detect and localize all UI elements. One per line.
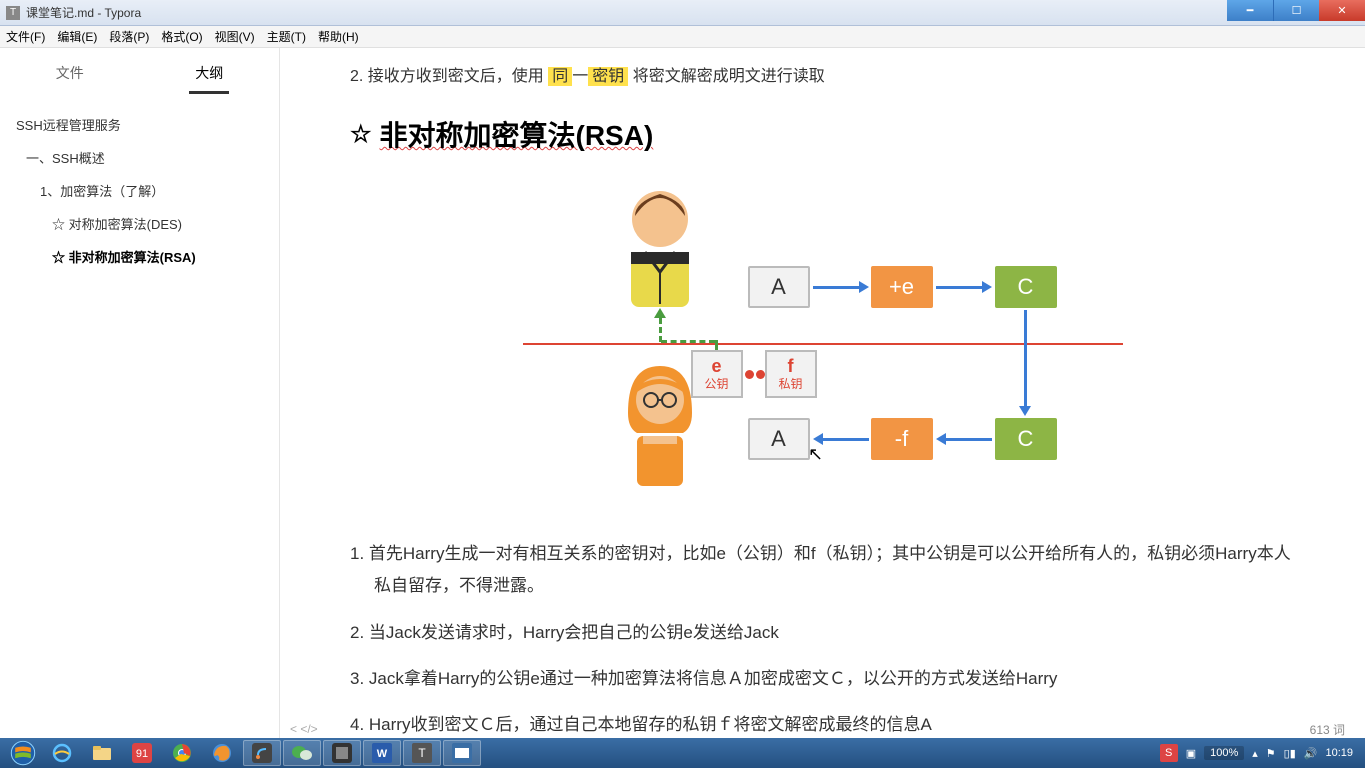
window-close-button[interactable]: ✕	[1319, 0, 1365, 21]
arrow-c-to-f	[946, 438, 992, 441]
tray-sogou-icon[interactable]: S	[1160, 744, 1178, 762]
menu-bar: 文件(F) 编辑(E) 段落(P) 格式(O) 视图(V) 主题(T) 帮助(H…	[0, 26, 1365, 48]
tray-zoom[interactable]: 100%	[1204, 746, 1244, 760]
menu-paragraph[interactable]: 段落(P)	[109, 28, 149, 45]
outline-item[interactable]: SSH远程管理服务	[0, 108, 279, 141]
diagram-box-a-top: A	[748, 266, 810, 308]
arrow-head-e-c	[982, 281, 992, 293]
diagram-dot-right	[756, 370, 765, 379]
outline-item[interactable]: 一、SSH概述	[0, 141, 279, 174]
tray-flag-icon[interactable]: ⚑	[1266, 747, 1276, 760]
diagram-box-a-bottom: A	[748, 418, 810, 460]
arrow-e-to-c	[936, 286, 982, 289]
taskbar-firefox-icon[interactable]	[203, 740, 241, 766]
taskbar-explorer-icon[interactable]	[83, 740, 121, 766]
diagram-divider-line	[523, 343, 1123, 345]
tray-clock[interactable]: 10:19	[1325, 747, 1353, 759]
menu-theme[interactable]: 主题(T)	[267, 28, 306, 45]
taskbar-app1-icon[interactable]: 91	[123, 740, 161, 766]
dashed-line-h	[661, 340, 715, 343]
step-item: Harry收到密文Ｃ后，通过自己本地留存的私钥ｆ将密文解密成最终的信息A	[350, 709, 1295, 738]
dashed-line-v	[659, 318, 662, 342]
taskbar-chrome-icon[interactable]	[163, 740, 201, 766]
arrow-c-down	[1024, 310, 1027, 406]
sidebar: 文件 大纲 SSH远程管理服务一、SSH概述1、加密算法（了解）☆ 对称加密算法…	[0, 48, 280, 738]
menu-edit[interactable]: 编辑(E)	[57, 28, 97, 45]
taskbar-typora-icon[interactable]: T	[403, 740, 441, 766]
arrow-head-c-f	[936, 433, 946, 445]
arrow-head-c-down	[1019, 406, 1031, 416]
steps-list: 首先Harry生成一对有相互关系的密钥对，比如e（公钥）和f（私钥）；其中公钥是…	[350, 538, 1295, 738]
diagram-box-plus-e: +e	[871, 266, 933, 308]
svg-text:91: 91	[136, 748, 148, 760]
rsa-diagram: A +e C A -f C e 公钥 f 私钥	[553, 178, 1093, 508]
taskbar-word-icon[interactable]: W	[363, 740, 401, 766]
editor-content[interactable]: 2. 接收方收到密文后，使用 同一密钥 将密文解密成明文进行读取 ☆ 非对称加密…	[280, 48, 1365, 738]
outline-list: SSH远程管理服务一、SSH概述1、加密算法（了解）☆ 对称加密算法(DES)☆…	[0, 94, 279, 287]
svg-text:T: T	[418, 746, 426, 760]
star-icon: ☆	[350, 120, 372, 149]
heading-rsa: ☆ 非对称加密算法(RSA)	[350, 114, 1295, 154]
menu-file[interactable]: 文件(F)	[6, 28, 45, 45]
word-count[interactable]: 613 词	[1310, 721, 1345, 738]
partial-text-line: 2. 接收方收到密文后，使用 同一密钥 将密文解密成明文进行读取	[350, 62, 1295, 86]
sidebar-tab-file[interactable]: 文件	[0, 52, 140, 94]
menu-format[interactable]: 格式(O)	[161, 28, 202, 45]
app-icon: T	[6, 6, 20, 20]
taskbar-app2-icon[interactable]	[243, 740, 281, 766]
diagram-key-f: f 私钥	[765, 350, 817, 398]
diagram-box-c-bottom: C	[995, 418, 1057, 460]
tray-expand-icon[interactable]: ▴	[1252, 747, 1258, 760]
diagram-key-e: e 公钥	[691, 350, 743, 398]
start-button[interactable]	[4, 738, 42, 768]
outline-item[interactable]: 1、加密算法（了解）	[0, 174, 279, 207]
outline-item[interactable]: ☆ 对称加密算法(DES)	[0, 207, 279, 240]
step-item: 首先Harry生成一对有相互关系的密钥对，比如e（公钥）和f（私钥）；其中公钥是…	[350, 538, 1295, 603]
step-item: 当Jack发送请求时，Harry会把自己的公钥e发送给Jack	[350, 617, 1295, 649]
taskbar-wechat-icon[interactable]	[283, 740, 321, 766]
window-title: 课堂笔记.md - Typora	[26, 4, 141, 21]
windows-taskbar: 91 W T S ▣ 100% ▴ ⚑ ▯▮ 🔊 10:19	[0, 738, 1365, 768]
diagram-dot-left	[745, 370, 754, 379]
tray-icon-1[interactable]: ▣	[1186, 747, 1196, 760]
tray-network-icon[interactable]: ▯▮	[1284, 747, 1296, 760]
dashed-line-v2	[715, 340, 718, 350]
diagram-box-c-top: C	[995, 266, 1057, 308]
taskbar-ie-icon[interactable]	[43, 740, 81, 766]
window-maximize-button[interactable]: ☐	[1273, 0, 1319, 21]
avatar-jack	[613, 184, 708, 314]
diagram-box-minus-f: -f	[871, 418, 933, 460]
step-item: Jack拿着Harry的公钥e通过一种加密算法将信息Ａ加密成密文Ｃ，以公开的方式…	[350, 663, 1295, 695]
menu-view[interactable]: 视图(V)	[215, 28, 255, 45]
taskbar-app3-icon[interactable]	[323, 740, 361, 766]
system-tray: S ▣ 100% ▴ ⚑ ▯▮ 🔊 10:19	[1160, 744, 1361, 762]
arrow-head-a-e	[859, 281, 869, 293]
window-titlebar: T 课堂笔记.md - Typora ━ ☐ ✕	[0, 0, 1365, 26]
sidebar-tab-outline[interactable]: 大纲	[140, 52, 280, 94]
tray-volume-icon[interactable]: 🔊	[1304, 747, 1318, 760]
arrow-f-to-a	[823, 438, 869, 441]
outline-item[interactable]: ☆ 非对称加密算法(RSA)	[0, 240, 279, 273]
arrow-head-f-a	[813, 433, 823, 445]
dashed-arrow-head	[654, 308, 666, 318]
menu-help[interactable]: 帮助(H)	[318, 28, 359, 45]
heading-text: 非对称加密算法(RSA)	[380, 114, 654, 154]
taskbar-app4-icon[interactable]	[443, 740, 481, 766]
svg-text:W: W	[377, 748, 388, 760]
source-mode-toggle[interactable]: < </>	[290, 722, 318, 736]
window-minimize-button[interactable]: ━	[1227, 0, 1273, 21]
arrow-a-to-e	[813, 286, 859, 289]
